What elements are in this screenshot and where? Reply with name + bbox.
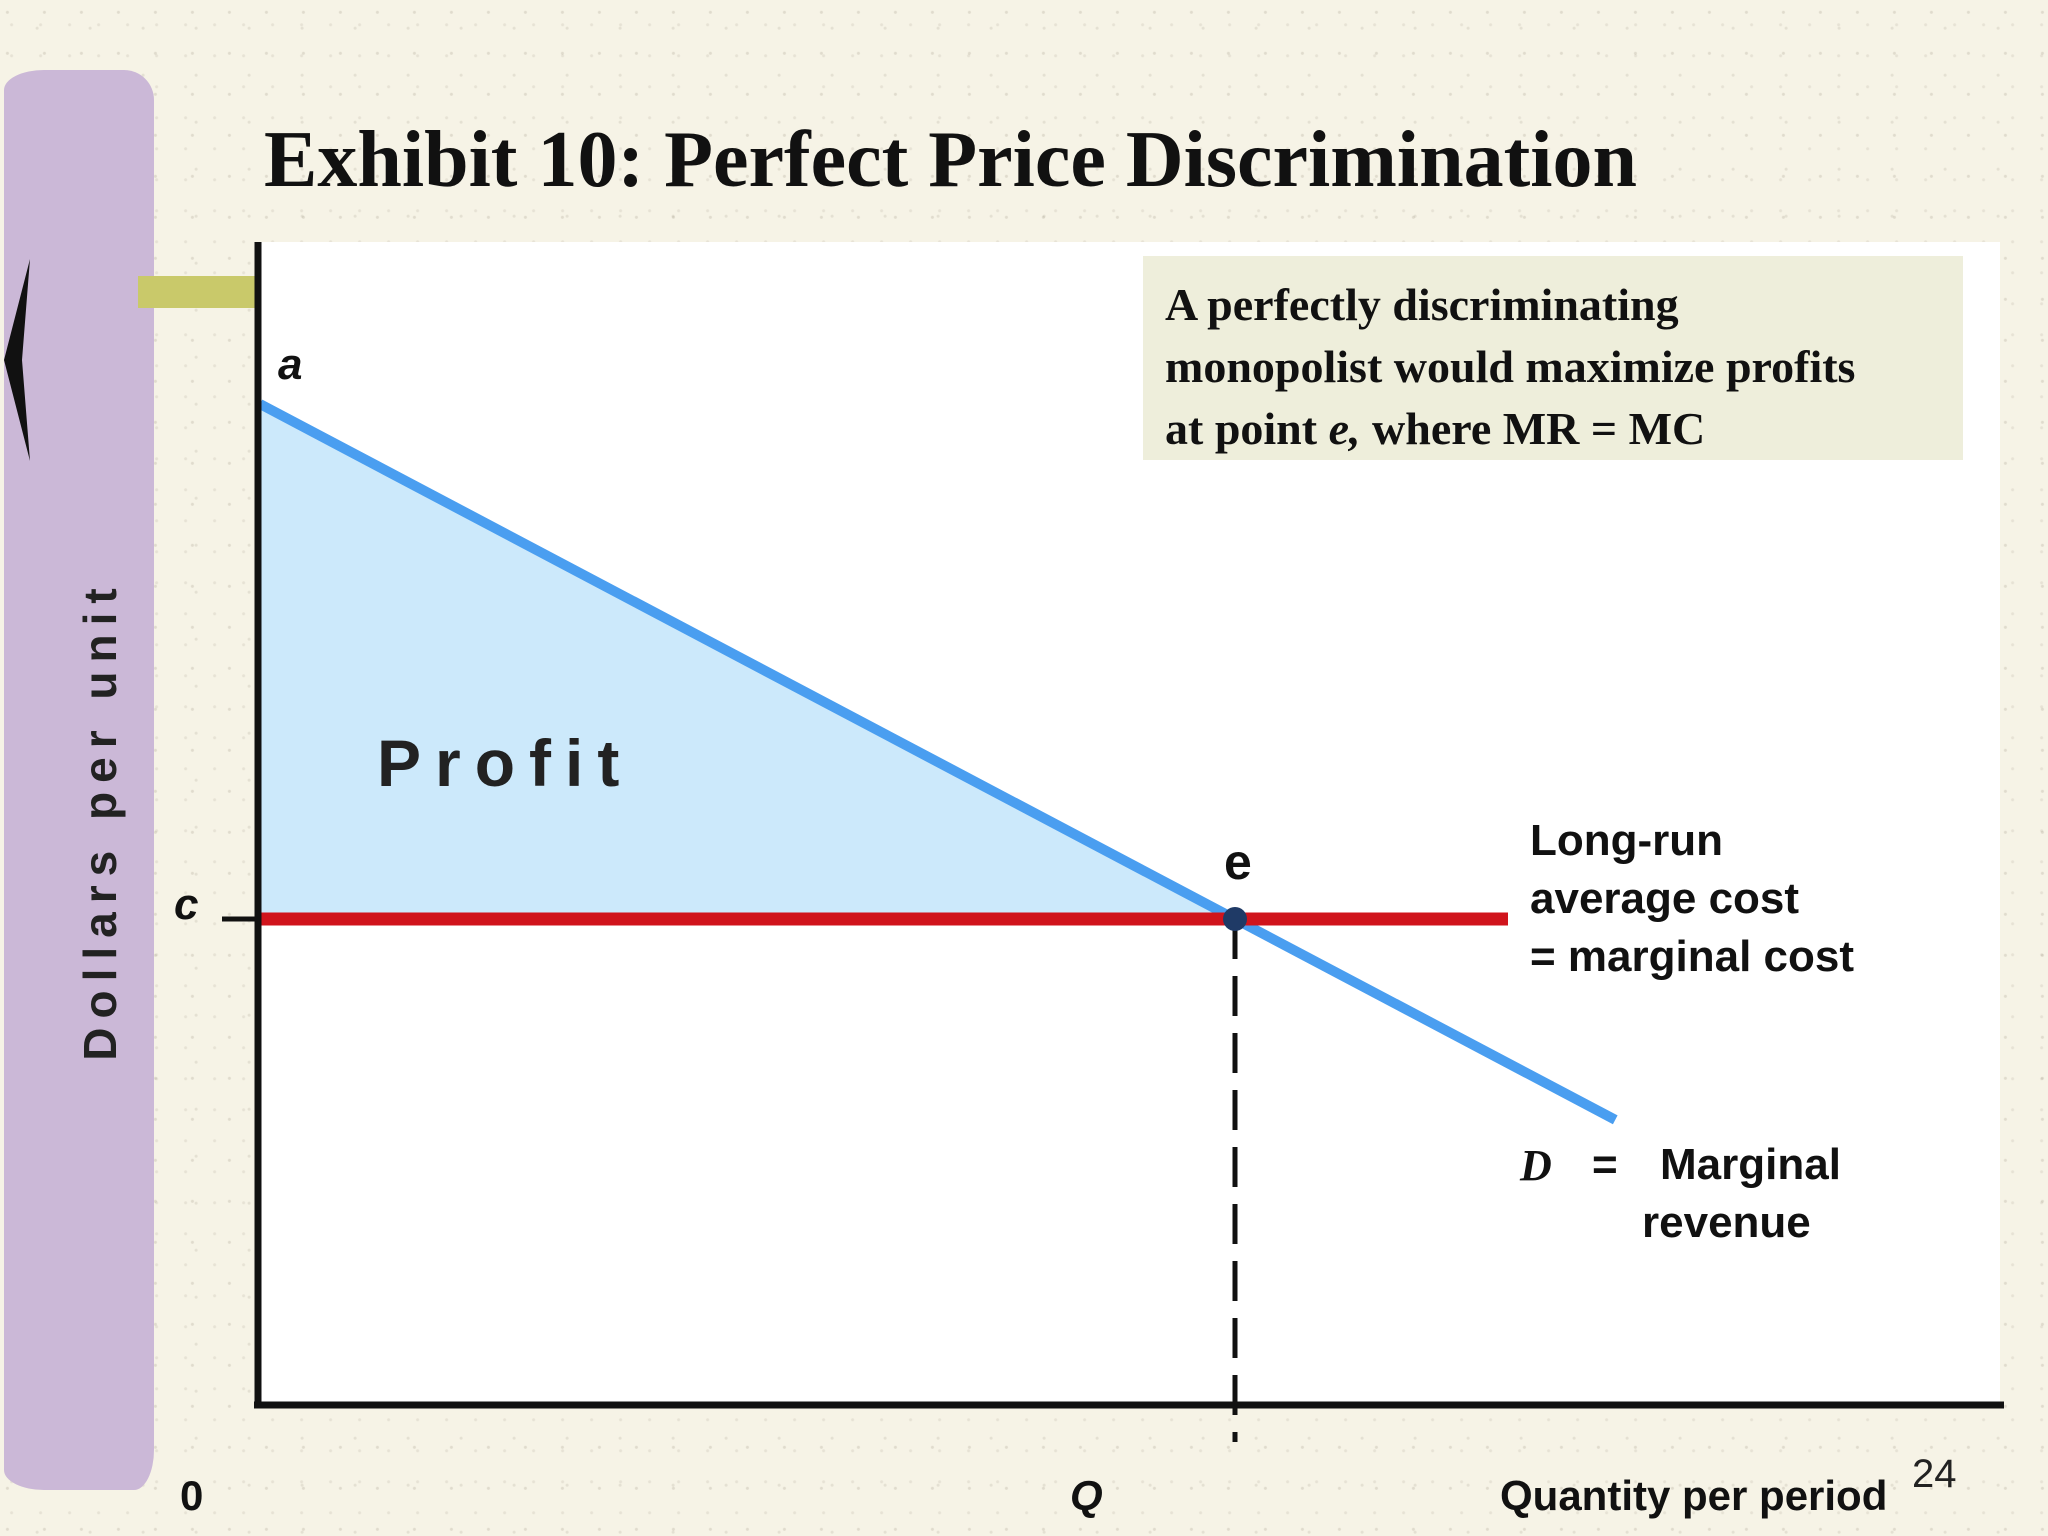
demand-label-eq: = <box>1592 1140 1618 1189</box>
note-line-1: A perfectly discriminating <box>1165 279 1679 330</box>
y-tick-label-a: a <box>278 340 303 389</box>
point-e-dot <box>1223 907 1247 931</box>
x-tick-label-q: Q <box>1070 1472 1103 1519</box>
demand-label-symbol: D <box>1520 1140 1552 1191</box>
x-tick-label-0: 0 <box>180 1472 204 1519</box>
note-line-3-post: where MR = MC <box>1360 403 1706 454</box>
x-axis-title: Quantity per period <box>1500 1472 1888 1519</box>
demand-label-line-2: revenue <box>1642 1198 1811 1247</box>
cost-label-line-2: average cost <box>1530 874 1800 923</box>
note-line-2: monopolist would maximize profits <box>1165 341 1856 392</box>
note-line-3: at point e, where MR = MC <box>1165 398 1943 460</box>
y-tick-label-c: c <box>174 880 199 929</box>
profit-area-label: Profit <box>377 726 634 800</box>
note-line-3-em: e, <box>1328 403 1361 454</box>
point-e-label: e <box>1224 834 1252 890</box>
cost-label-line-3: = marginal cost <box>1530 932 1855 981</box>
demand-label-line-1: Marginal <box>1660 1140 1841 1189</box>
note-box: A perfectly discriminating monopolist wo… <box>1143 256 1963 460</box>
cost-series-label: Long-run average cost = marginal cost <box>1530 812 1854 986</box>
slide-title: Exhibit 10: Perfect Price Discrimination <box>264 116 1637 204</box>
sidebar-accent-bar <box>4 70 154 1490</box>
demand-line <box>257 399 1618 1125</box>
note-line-3-pre: at point <box>1165 403 1329 454</box>
back-arrow-icon[interactable] <box>0 255 40 465</box>
cost-label-line-1: Long-run <box>1530 816 1724 865</box>
demand-label-d: D <box>1520 1141 1552 1190</box>
tab-tag <box>138 276 258 308</box>
slide-number: 24 <box>1912 1452 1957 1496</box>
